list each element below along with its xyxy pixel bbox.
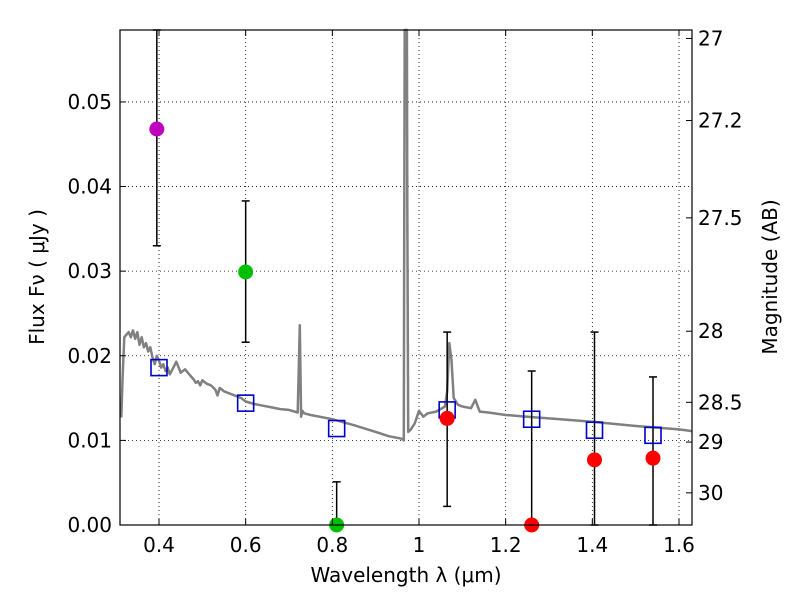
observed-point: [587, 452, 602, 468]
spectrum-line: [120, 28, 693, 442]
model-point: [327, 419, 346, 438]
observed-points: [149, 121, 661, 533]
observed-point: [149, 121, 165, 137]
observed-point: [238, 264, 254, 280]
y-tick-label: 0.05: [67, 90, 112, 114]
plot-frame: [119, 29, 693, 526]
x-tick-label: 0.6: [230, 533, 262, 557]
x-tick-label: 1.6: [663, 533, 695, 557]
y2-tick-label: 27: [698, 26, 723, 50]
x-tick-label: 0.8: [316, 533, 348, 557]
observed-point: [439, 410, 455, 426]
y-tick-label: 0.01: [67, 428, 112, 452]
y2-tick-label: 29: [698, 430, 723, 454]
x-tick-label: 1.2: [490, 533, 522, 557]
x-axis-ticks: 0.4 0.6 0.8 1 1.2 1.4 1.6: [143, 30, 695, 557]
x-axis-label: Wavelength λ (μm): [310, 563, 501, 587]
x-tick-label: 1: [413, 533, 426, 557]
y2-tick-label: 28.5: [698, 390, 743, 414]
observed-point: [645, 450, 661, 466]
y2-axis-label: Magnitude (AB): [758, 199, 782, 354]
y-tick-label: 0.00: [67, 513, 112, 537]
y2-tick-label: 27.2: [698, 109, 743, 133]
model-points: [150, 358, 662, 445]
y2-tick-label: 30: [698, 481, 723, 505]
y2-tick-label: 28: [698, 319, 723, 343]
y-axis-ticks: 0.00 0.01 0.02 0.03 0.04 0.05: [67, 90, 126, 537]
template-spectrum: [120, 28, 693, 442]
y-tick-label: 0.02: [67, 344, 112, 368]
x-tick-label: 1.4: [576, 533, 608, 557]
x-tick-label: 0.4: [143, 533, 175, 557]
model-point: [585, 421, 604, 440]
model-point: [644, 426, 662, 445]
model-point: [150, 358, 168, 377]
y-axis-label: Flux Fν ( μJy ): [25, 209, 49, 345]
y-tick-label: 0.03: [67, 259, 112, 283]
y2-tick-label: 27.5: [698, 206, 743, 230]
model-point: [236, 394, 255, 412]
y2-axis-ticks: 27 27.2 27.5 28 28.5 29 30: [686, 26, 743, 505]
y-tick-label: 0.04: [67, 175, 112, 199]
model-point: [522, 410, 541, 429]
